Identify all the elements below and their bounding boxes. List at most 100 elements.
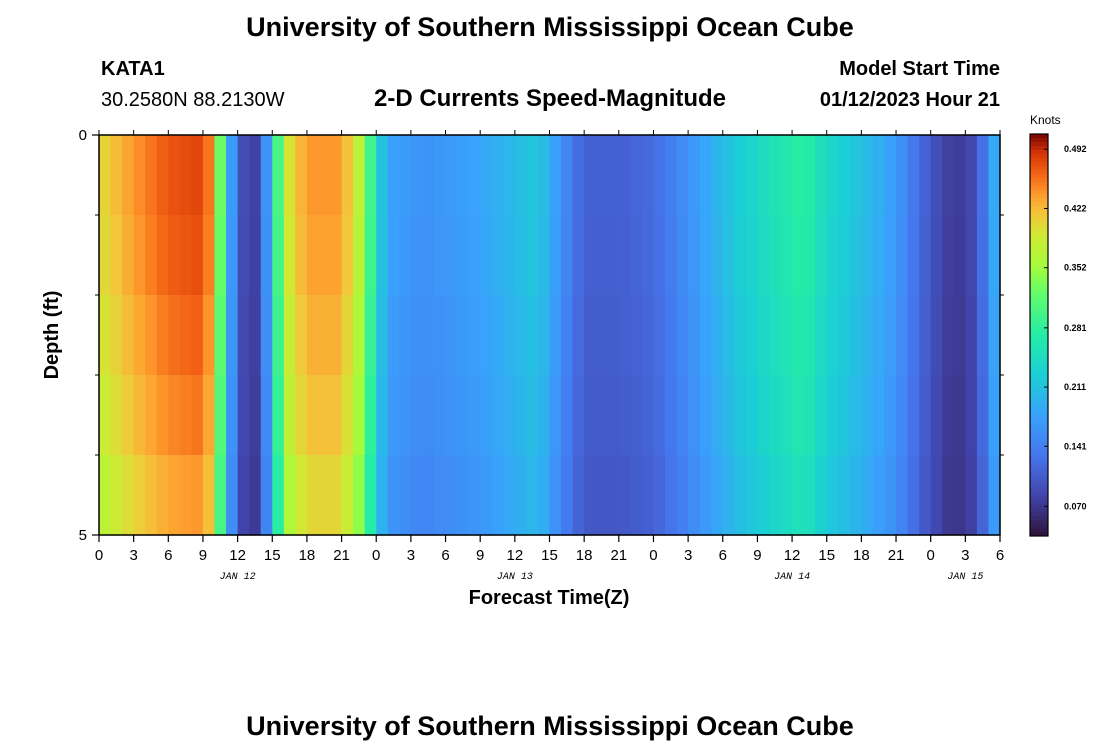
heatmap-cell xyxy=(526,455,539,536)
heatmap-cell xyxy=(768,135,782,216)
heatmap-cell xyxy=(318,215,331,296)
colorbar-segment xyxy=(1030,322,1048,328)
heatmap-cell xyxy=(122,375,135,456)
heatmap-cell xyxy=(572,215,585,296)
x-tick-label: 9 xyxy=(753,547,761,564)
colorbar-segment xyxy=(1030,250,1048,256)
heatmap-cell xyxy=(364,455,377,536)
heatmap-cell xyxy=(491,135,504,216)
colorbar-segment xyxy=(1030,411,1048,416)
heatmap-cell xyxy=(572,135,585,216)
heatmap-cell xyxy=(630,215,643,296)
heatmap-cell xyxy=(722,375,735,456)
x-axis-ticks: 0 3 6 9 12 15 18 21 0 3 6 9 12 15 18 21 0 3 6 9 12 15 18 21 0 3 6 xyxy=(95,130,1004,564)
x-tick-label: 0 xyxy=(927,547,935,564)
x-tick-label: 18 xyxy=(299,547,316,564)
heatmap-cell xyxy=(410,215,424,296)
colorbar-segment xyxy=(1030,194,1048,199)
heatmap-cell xyxy=(757,295,770,376)
heatmap-cell xyxy=(711,455,724,536)
colorbar-segment xyxy=(1030,178,1048,183)
colorbar-segment xyxy=(1030,363,1048,368)
page-title: University of Southern Mississippi Ocean… xyxy=(246,12,854,42)
heatmap-cell xyxy=(179,375,193,456)
colorbar-segment xyxy=(1030,238,1048,244)
heatmap-cell xyxy=(445,455,458,536)
heatmap-cell xyxy=(734,295,747,376)
heatmap-cell xyxy=(272,455,285,536)
heatmap-cell xyxy=(480,455,493,536)
heatmap-cell xyxy=(618,135,631,216)
heatmap-cell xyxy=(988,375,1001,456)
heatmap-cell xyxy=(942,375,955,456)
heatmap-cell xyxy=(537,295,551,376)
heatmap-cell xyxy=(468,215,481,296)
heatmap-cell xyxy=(122,295,135,376)
heatmap-cell xyxy=(387,135,400,216)
heatmap-cell xyxy=(953,215,966,296)
heatmap-cell xyxy=(399,455,412,536)
heatmap-cell xyxy=(318,135,331,216)
x-tick-label: 9 xyxy=(476,547,484,564)
colorbar-segment xyxy=(1030,495,1048,501)
heatmap-cell xyxy=(549,295,562,376)
heatmap-cell xyxy=(826,135,839,216)
heatmap-cell xyxy=(491,295,504,376)
heatmap-cell xyxy=(884,295,897,376)
heatmap-cell xyxy=(295,375,308,456)
colorbar-segment xyxy=(1030,198,1048,203)
heatmap-cell xyxy=(283,215,296,296)
heatmap-cell xyxy=(226,455,239,536)
heatmap-cell xyxy=(526,135,539,216)
colorbar-segment xyxy=(1030,415,1048,420)
x-tick-label: 21 xyxy=(333,547,350,564)
colorbar-segment xyxy=(1030,294,1048,300)
heatmap-cell xyxy=(768,455,782,536)
heatmap-cell xyxy=(584,135,597,216)
heatmap-cell xyxy=(110,295,123,376)
heatmap-cell xyxy=(249,375,262,456)
heatmap-cell xyxy=(237,375,250,456)
heatmap-cell xyxy=(792,295,805,376)
x-tick-label: 0 xyxy=(649,547,657,564)
heatmap-cell xyxy=(514,375,527,456)
station-coords: 30.2580N 88.2130W xyxy=(101,89,285,111)
heatmap-cell xyxy=(815,135,828,216)
heatmap-cell xyxy=(99,215,112,296)
heatmap-cell xyxy=(896,455,909,536)
colorbar-segment xyxy=(1030,190,1048,195)
heatmap-cell xyxy=(422,455,435,536)
colorbar-segment xyxy=(1030,471,1048,477)
heatmap-cell xyxy=(641,455,655,536)
heatmap-cell xyxy=(433,375,447,456)
heatmap-cell xyxy=(618,295,631,376)
heatmap-cell xyxy=(861,295,874,376)
colorbar-segment xyxy=(1030,150,1048,155)
x-tick-label: 15 xyxy=(818,547,835,564)
heatmap-cell xyxy=(399,215,412,296)
heatmap-cell xyxy=(156,375,169,456)
heatmap-cell xyxy=(399,295,412,376)
heatmap-cell xyxy=(722,135,735,216)
colorbar-segment xyxy=(1030,166,1048,171)
heatmap-cell xyxy=(122,135,135,216)
colorbar-tick-label: 0.070 xyxy=(1064,501,1087,511)
heatmap-cell xyxy=(202,135,216,216)
heatmap-cell xyxy=(884,455,897,536)
colorbar-tick-label: 0.352 xyxy=(1064,263,1087,273)
colorbar-segment xyxy=(1030,258,1048,264)
heatmap-cell xyxy=(145,455,158,536)
colorbar-segment xyxy=(1030,310,1048,316)
heatmap-cell xyxy=(226,295,239,376)
heatmap-cell xyxy=(988,455,1001,536)
heatmap-cell xyxy=(191,135,204,216)
heatmap-cell xyxy=(988,135,1001,216)
heatmap-cell xyxy=(168,215,181,296)
heatmap-cell xyxy=(318,455,331,536)
heatmap-cell xyxy=(907,215,920,296)
heatmap-cell xyxy=(133,375,146,456)
colorbar-segment xyxy=(1030,278,1048,284)
heatmap-cell xyxy=(653,455,666,536)
x-tick-label: 6 xyxy=(441,547,449,564)
